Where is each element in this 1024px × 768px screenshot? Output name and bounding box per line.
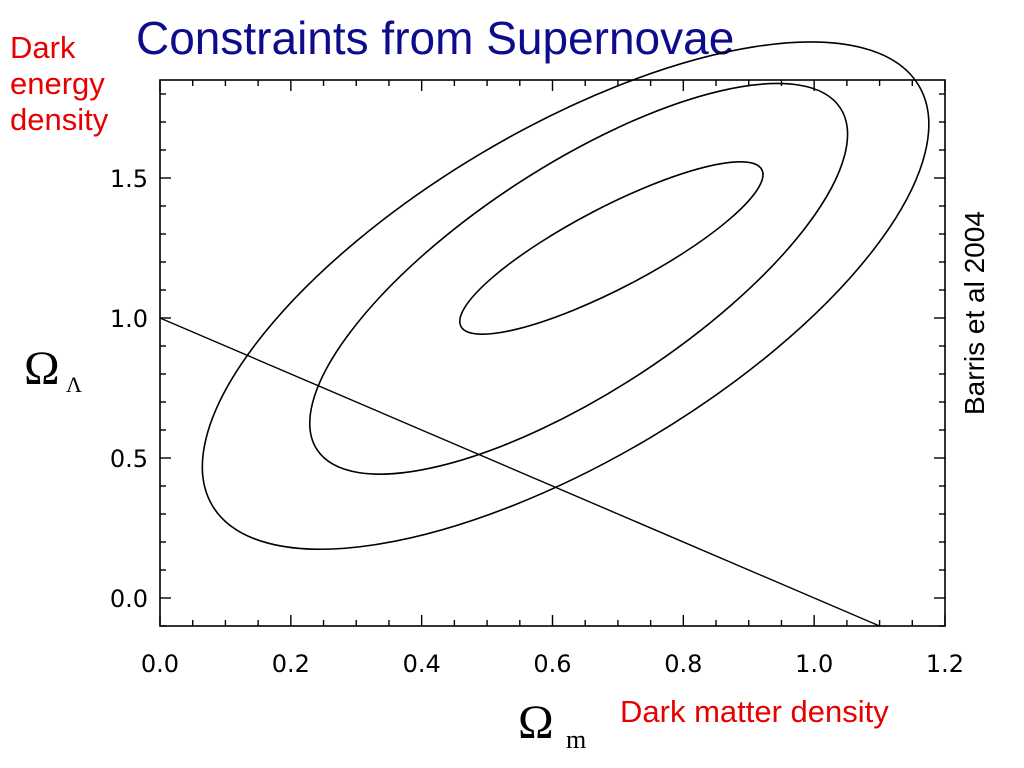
- slide-title: Constraints from Supernovae: [136, 12, 735, 64]
- contour-middle: [308, 82, 849, 475]
- x-tick-label: 1.0: [795, 650, 833, 678]
- y-axis-label-subscript: Λ: [66, 372, 82, 397]
- y-tick-label: 0.5: [110, 445, 148, 473]
- y-description-line-3: density: [10, 102, 109, 137]
- contour-inner: [458, 160, 764, 336]
- contour-outer: [201, 41, 930, 550]
- x-axis-description: Dark matter density: [620, 694, 889, 729]
- x-tick-label: 0.2: [272, 650, 310, 678]
- x-axis-label: Ω: [518, 696, 554, 749]
- axes: [159, 79, 946, 627]
- y-tick-label: 0.0: [110, 585, 148, 613]
- flat-universe-line: [159, 317, 880, 627]
- y-axis-description: Dark energy density: [10, 30, 108, 138]
- y-description-line-2: energy: [10, 66, 105, 101]
- x-tick-label: 1.2: [926, 650, 964, 678]
- confidence-contours: [201, 41, 930, 550]
- flat-universe-line-group: [159, 317, 880, 627]
- y-axis-label: Ω: [24, 342, 60, 395]
- y-tick-label: 1.0: [110, 305, 148, 333]
- x-axis-label-subscript: m: [566, 725, 586, 754]
- x-tick-label: 0.8: [664, 650, 702, 678]
- x-tick-label: 0.0: [141, 650, 179, 678]
- x-tick-label: 0.6: [533, 650, 571, 678]
- y-tick-label: 1.5: [110, 165, 148, 193]
- axis-symbols: Ω m Ω Λ: [24, 342, 586, 754]
- y-description-line-1: Dark: [10, 30, 76, 65]
- tick-labels: 0.0 0.2 0.4 0.6 0.8 1.0 1.2 0.0 0.5 1.0 1.5: [110, 165, 964, 678]
- x-tick-label: 0.4: [403, 650, 441, 678]
